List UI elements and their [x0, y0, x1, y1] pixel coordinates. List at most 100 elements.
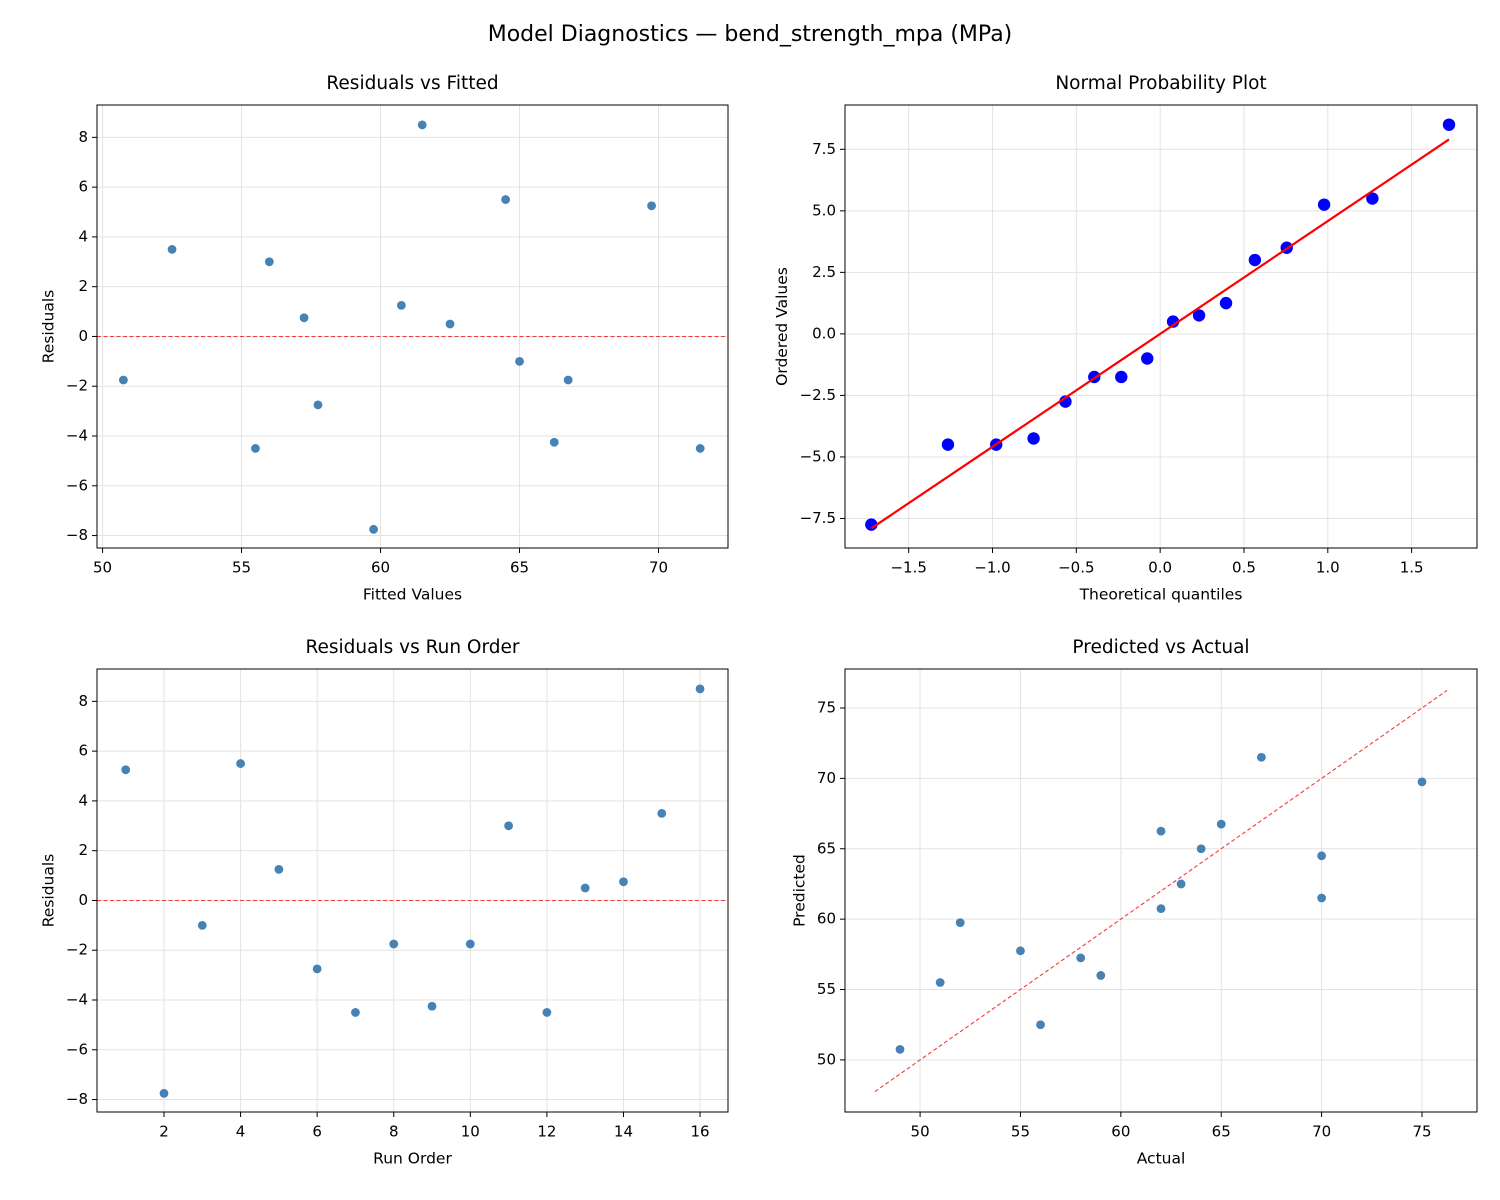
fit-line [870, 138, 1450, 530]
x-tick-label: 0.0 [1148, 559, 1172, 577]
data-point [1096, 971, 1106, 980]
y-axis-label: Residuals [39, 290, 57, 364]
x-tick-label: 12 [537, 1123, 556, 1141]
y-tick-label: 6 [78, 742, 88, 760]
x-tick-label: 60 [1111, 1123, 1130, 1141]
data-point [417, 120, 427, 130]
x-axis-label: Run Order [373, 1150, 452, 1168]
y-tick-label: 2.5 [812, 263, 836, 281]
data-point [647, 201, 656, 211]
x-tick-label: 55 [232, 559, 251, 577]
data-point [299, 313, 309, 323]
x-tick-label: 70 [649, 559, 668, 577]
y-tick-label: 2 [78, 277, 88, 295]
data-point [657, 808, 667, 818]
subplot: 2 4 6 8 10 12 14 16 −8 −6 −4 −2 0 2 4 6 8 Residuals vs Ru… [39, 637, 729, 1168]
data-point [1317, 893, 1327, 903]
data-point [1076, 953, 1086, 963]
y-tick-label: 8 [78, 692, 88, 710]
data-point [1442, 118, 1456, 131]
y-tick-label: 4 [78, 791, 88, 809]
data-point [1192, 309, 1206, 322]
data-point [1256, 752, 1266, 762]
data-point [619, 877, 628, 887]
data-point [1176, 879, 1186, 889]
y-tick-label: 4 [78, 227, 88, 245]
y-tick-label: 50 [817, 1050, 836, 1068]
y-tick-label: 0.0 [812, 324, 836, 342]
x-tick-label: 6 [312, 1123, 322, 1141]
data-point [1166, 315, 1180, 328]
y-tick-label: 5.0 [812, 201, 836, 219]
subplot-title: Normal Probability Plot [1055, 73, 1266, 94]
data-point [1216, 819, 1226, 829]
data-point [1366, 192, 1379, 205]
data-point [396, 300, 406, 310]
y-tick-label: −8 [66, 526, 88, 544]
x-axis-label: Fitted Values [363, 586, 462, 604]
x-tick-label: 75 [1412, 1123, 1431, 1141]
y-axis-label: Predicted [790, 854, 808, 927]
data-point [1036, 1020, 1045, 1030]
x-tick-label: 8 [389, 1123, 399, 1141]
data-point [563, 375, 573, 385]
data-point [119, 375, 128, 385]
data-point [121, 765, 131, 775]
subplot-title: Residuals vs Fitted [326, 73, 498, 94]
x-tick-label: 1.0 [1316, 559, 1340, 577]
x-tick-label: 50 [911, 1123, 930, 1141]
data-point [465, 939, 475, 949]
y-axis-label: Ordered Values [773, 267, 791, 386]
axes-frame [96, 104, 729, 549]
data-point [445, 319, 455, 329]
data-point [941, 438, 955, 451]
data-point [1027, 432, 1040, 445]
y-tick-label: 6 [78, 178, 88, 196]
x-tick-label: 10 [461, 1123, 480, 1141]
data-point [1141, 352, 1154, 365]
data-point [197, 920, 207, 930]
x-tick-label: 60 [371, 559, 390, 577]
subplot: 50 55 60 65 70 75 50 55 60 65 70 75 Predicted vs Act… [790, 637, 1478, 1168]
y-tick-label: 0 [78, 327, 88, 345]
data-point [1219, 296, 1233, 310]
data-point [312, 964, 322, 974]
data-point [274, 864, 284, 874]
data-point [1156, 826, 1166, 836]
y-tick-label: 8 [78, 128, 88, 146]
data-point [501, 195, 511, 204]
data-point [313, 400, 323, 410]
axes-frame [844, 668, 1478, 1113]
y-tick-label: −4 [66, 991, 88, 1009]
y-tick-label: 55 [817, 980, 836, 998]
x-tick-label: 4 [236, 1123, 246, 1141]
subplot: −1.5 −1.0 −0.5 0.0 0.5 1.0 1.5 −7.5 −5.0 −2.5 0.0 2… [773, 73, 1478, 604]
data-point [580, 883, 590, 893]
data-point [895, 1044, 905, 1054]
data-point [1317, 851, 1327, 861]
subplot-title: Residuals vs Run Order [305, 637, 519, 658]
data-point [549, 437, 559, 447]
figure-title: Model Diagnostics — bend_strength_mpa (M… [488, 22, 1013, 47]
data-point [1156, 904, 1166, 913]
x-tick-label: −1.5 [890, 559, 926, 577]
x-tick-label: 16 [691, 1123, 710, 1141]
data-point [236, 759, 245, 768]
data-point [167, 244, 177, 254]
data-point [504, 821, 514, 831]
y-axis-label: Residuals [39, 854, 57, 928]
axes-frame [96, 668, 729, 1113]
y-tick-label: −5.0 [800, 447, 836, 465]
data-point [1417, 777, 1427, 787]
y-tick-label: −7.5 [800, 509, 836, 527]
y-tick-label: −2 [66, 941, 88, 959]
data-point [935, 978, 945, 987]
x-tick-label: 14 [614, 1123, 633, 1141]
data-point [1248, 253, 1262, 267]
x-tick-label: 50 [93, 559, 112, 577]
y-tick-label: −4 [66, 427, 88, 445]
data-point [695, 684, 705, 694]
y-tick-label: −8 [66, 1090, 88, 1108]
